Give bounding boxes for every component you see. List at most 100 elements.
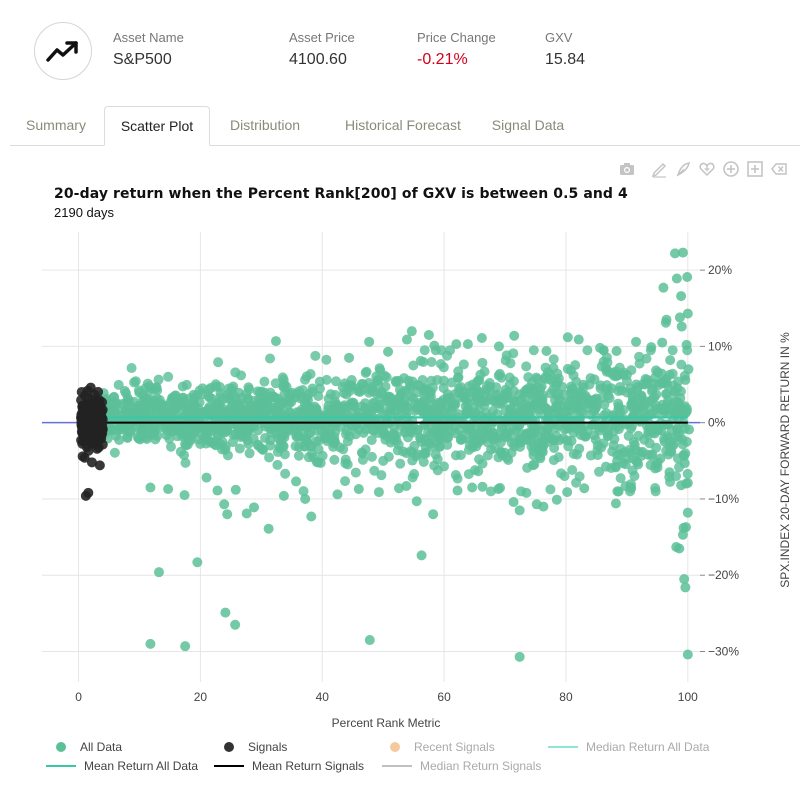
all-data-point[interactable] [528,460,539,471]
all-data-point[interactable] [537,446,548,457]
all-data-point[interactable] [683,364,694,375]
all-data-point[interactable] [679,574,690,585]
draw-line-icon[interactable] [650,160,668,178]
all-data-point[interactable] [393,375,404,386]
all-data-point[interactable] [462,339,473,350]
all-data-point[interactable] [482,450,493,461]
signal-point[interactable] [86,423,97,434]
all-data-point[interactable] [552,368,563,379]
all-data-point[interactable] [233,387,244,398]
all-data-point[interactable] [516,429,527,440]
all-data-point[interactable] [596,361,607,372]
all-data-point[interactable] [600,461,611,472]
all-data-point[interactable] [594,466,605,477]
legend-median-signals[interactable]: Median Return Signals [382,759,541,773]
all-data-point[interactable] [380,434,391,445]
signal-point[interactable] [92,430,103,441]
all-data-point[interactable] [664,369,675,380]
all-data-point[interactable] [244,448,255,459]
all-data-point[interactable] [350,467,361,478]
all-data-point[interactable] [677,247,688,258]
all-data-point[interactable] [536,436,547,447]
all-data-point[interactable] [657,337,668,348]
all-data-point[interactable] [647,449,658,460]
all-data-point[interactable] [512,419,523,430]
all-data-point[interactable] [493,341,504,352]
all-data-point[interactable] [611,345,622,356]
all-data-point[interactable] [165,441,176,452]
all-data-point[interactable] [230,484,241,495]
all-data-point[interactable] [345,398,356,409]
all-data-point[interactable] [353,484,364,495]
all-data-point[interactable] [283,426,294,437]
all-data-point[interactable] [185,435,196,446]
all-data-point[interactable] [297,392,308,403]
all-data-point[interactable] [682,272,693,282]
all-data-point[interactable] [463,469,474,480]
all-data-point[interactable] [234,443,245,454]
all-data-point[interactable] [175,446,186,457]
all-data-point[interactable] [547,418,558,429]
all-data-point[interactable] [245,422,256,433]
all-data-point[interactable] [222,509,233,520]
legend-mean-signals[interactable]: Mean Return Signals [214,759,364,773]
all-data-point[interactable] [153,567,164,578]
signal-point[interactable] [79,452,90,463]
all-data-point[interactable] [568,448,579,459]
all-data-point[interactable] [482,437,493,448]
draw-freehand-icon[interactable] [674,160,692,178]
all-data-point[interactable] [653,425,664,436]
erase-icon[interactable] [770,160,788,178]
all-data-point[interactable] [276,433,287,444]
all-data-point[interactable] [401,480,412,491]
all-data-point[interactable] [145,482,156,493]
all-data-point[interactable] [328,441,339,452]
all-data-point[interactable] [438,461,449,472]
all-data-point[interactable] [419,345,430,356]
all-data-point[interactable] [626,483,637,494]
all-data-point[interactable] [291,476,302,487]
all-data-point[interactable] [310,350,321,361]
legend-mean-all[interactable]: Mean Return All Data [46,759,198,773]
tab-distribution[interactable]: Distribution [229,117,301,133]
all-data-point[interactable] [659,436,670,447]
all-data-point[interactable] [676,321,687,332]
all-data-point[interactable] [567,465,578,476]
all-data-point[interactable] [312,425,323,436]
all-data-point[interactable] [582,345,593,356]
all-data-point[interactable] [378,455,389,466]
all-data-point[interactable] [113,379,124,390]
all-data-point[interactable] [321,354,332,365]
all-data-point[interactable] [249,502,260,513]
all-data-point[interactable] [220,607,231,618]
all-data-point[interactable] [622,387,633,398]
all-data-point[interactable] [300,493,311,504]
all-data-point[interactable] [465,408,476,419]
all-data-point[interactable] [615,473,626,484]
all-data-point[interactable] [167,392,178,403]
all-data-point[interactable] [658,282,669,293]
all-data-point[interactable] [394,384,405,395]
all-data-point[interactable] [682,468,693,479]
all-data-point[interactable] [161,430,172,441]
all-data-point[interactable] [195,438,206,449]
zoom-in-icon[interactable] [722,160,740,178]
all-data-point[interactable] [361,366,372,377]
all-data-point[interactable] [222,450,233,461]
all-data-point[interactable] [409,405,420,416]
all-data-point[interactable] [545,484,556,495]
all-data-point[interactable] [177,381,188,392]
all-data-point[interactable] [601,408,612,419]
all-data-point[interactable] [552,404,563,415]
all-data-point[interactable] [472,394,483,405]
all-data-point[interactable] [650,483,661,494]
all-data-point[interactable] [650,463,661,474]
all-data-point[interactable] [579,483,590,494]
all-data-point[interactable] [443,432,454,443]
all-data-point[interactable] [163,484,174,495]
all-data-point[interactable] [505,404,516,415]
all-data-point[interactable] [326,434,337,445]
all-data-point[interactable] [398,400,409,411]
tab-signal-data[interactable]: Signal Data [491,117,565,133]
all-data-point[interactable] [263,523,274,534]
